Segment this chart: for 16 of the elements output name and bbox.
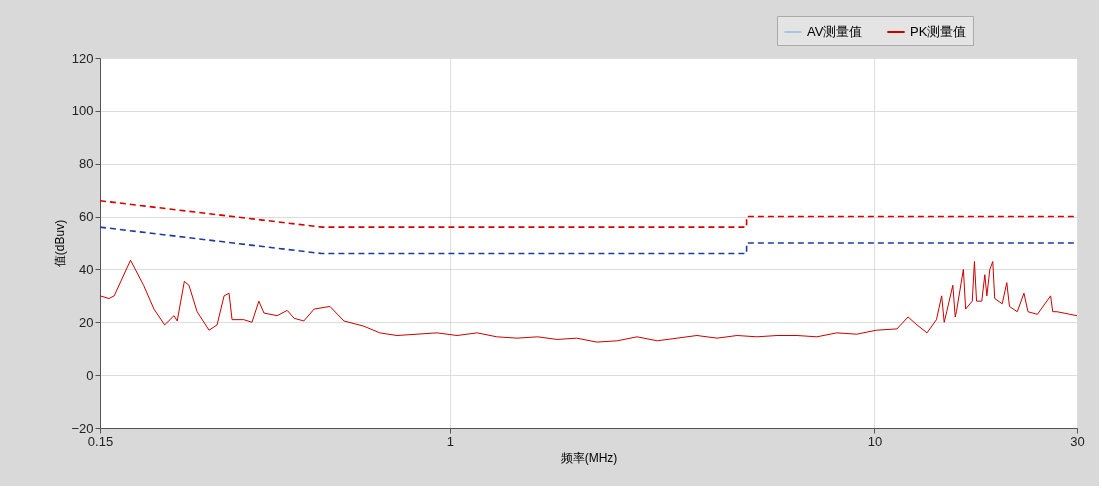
y-tick-label: −20 <box>71 420 94 436</box>
legend-label: AV测量值 <box>807 24 863 39</box>
y-tick-label: 0 <box>86 367 94 383</box>
y-tick-label: 40 <box>79 261 94 277</box>
x-tick-label: 1 <box>446 433 454 449</box>
y-tick-label: 20 <box>79 314 94 330</box>
x-axis-title: 频率(MHz) <box>560 450 618 465</box>
y-axis-title: 值(dBuv) <box>53 219 68 268</box>
y-tick-label: 100 <box>71 103 94 119</box>
y-tick-label: 120 <box>71 50 94 66</box>
y-tick-label: 80 <box>79 156 94 172</box>
x-tick-label: 30 <box>1070 433 1085 449</box>
x-tick-label: 10 <box>867 433 883 449</box>
legend-label: PK测量值 <box>910 24 967 39</box>
x-tick-label: 0.15 <box>87 433 114 449</box>
y-tick-label: 60 <box>79 209 94 225</box>
